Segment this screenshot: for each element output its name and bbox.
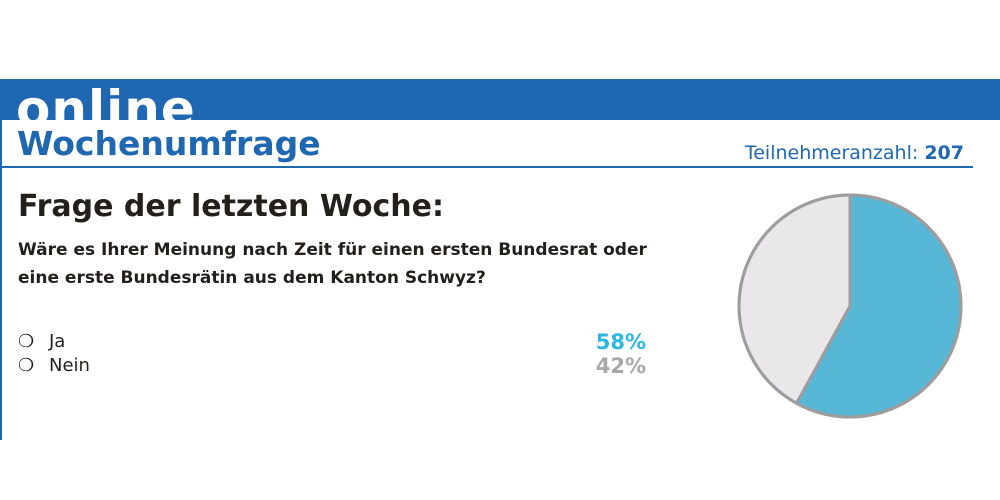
option-percent-ja: 58%	[595, 330, 646, 354]
participants-count: Teilnehmeranzahl: 207	[745, 141, 964, 165]
option-label-nein: Nein	[49, 355, 90, 376]
radio-icon[interactable]: ❍	[18, 355, 35, 376]
participants-label: Teilnehmeranzahl:	[744, 142, 919, 164]
option-nein[interactable]: ❍ Nein 42%	[18, 354, 648, 378]
header-banner	[0, 79, 1000, 120]
header-divider	[0, 166, 973, 168]
option-percent-nein: 42%	[595, 354, 646, 378]
online-kicker: online	[16, 80, 196, 120]
option-label-ja: Ja	[49, 331, 66, 352]
radio-icon[interactable]: ❍	[18, 331, 35, 352]
pie-chart	[737, 193, 963, 419]
left-rule	[0, 79, 2, 440]
question-heading: Frage der letzten Woche:	[18, 189, 444, 224]
question-text: Wäre es Ihrer Meinung nach Zeit für eine…	[18, 240, 647, 288]
participants-value: 207	[924, 142, 964, 164]
pie-outline	[737, 193, 963, 419]
option-ja[interactable]: ❍ Ja 58%	[18, 330, 648, 354]
page-title: Wochenumfrage	[17, 124, 321, 163]
